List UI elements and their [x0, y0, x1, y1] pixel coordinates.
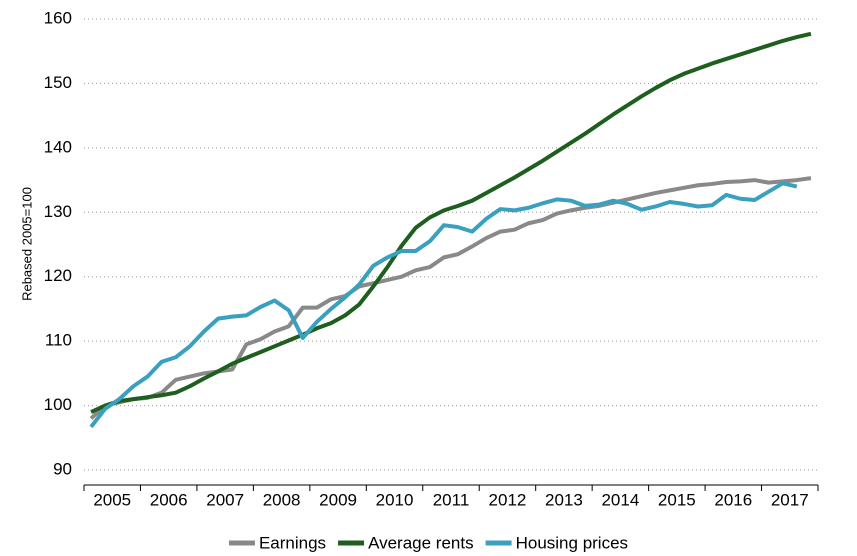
x-tick-label: 2016 — [714, 490, 752, 509]
series-line — [89, 176, 812, 420]
y-tick-label: 110 — [45, 331, 72, 350]
x-tick-label: 2011 — [433, 490, 470, 509]
y-tick-label: 140 — [44, 137, 72, 156]
x-tick-label: 2013 — [545, 490, 583, 509]
y-tick-label: 150 — [44, 73, 72, 92]
legend-label: Earnings — [259, 533, 326, 552]
x-tick-label: 2009 — [319, 490, 357, 509]
x-tick-label: 2017 — [771, 490, 809, 509]
y-tick-label: 160 — [44, 8, 72, 27]
series-line — [90, 31, 812, 414]
legend-label: Average rents — [368, 533, 474, 552]
legend-label: Housing prices — [516, 533, 628, 552]
y-tick-label: 120 — [44, 266, 72, 285]
x-tick-label: 2010 — [376, 490, 414, 509]
x-tick-label: 2008 — [263, 490, 301, 509]
y-tick-label: 100 — [44, 395, 72, 414]
x-tick-label: 2015 — [658, 490, 696, 509]
x-tick-label: 2014 — [601, 490, 639, 509]
x-tick-label: 2006 — [150, 490, 188, 509]
x-tick-label: 2007 — [206, 490, 244, 509]
x-tick-label: 2005 — [93, 490, 131, 509]
x-tick-label: 2012 — [489, 490, 527, 509]
y-tick-label: 130 — [44, 202, 72, 221]
legend: Earnings Average rents Housing prices — [228, 533, 628, 552]
y-axis-label: Rebased 2005=100 — [19, 187, 34, 301]
y-tick-label: 90 — [53, 459, 72, 478]
series-line — [89, 181, 798, 429]
